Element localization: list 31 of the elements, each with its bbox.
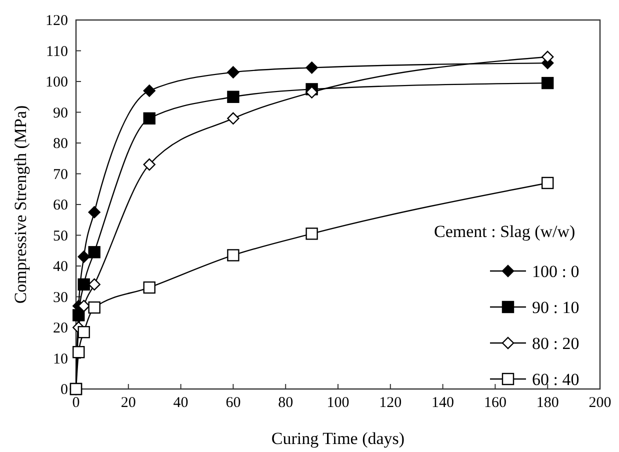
x-tick-label: 120 xyxy=(379,395,402,411)
legend-label: 80 : 20 xyxy=(532,334,580,353)
y-tick-label: 0 xyxy=(60,382,68,398)
x-tick-label: 20 xyxy=(120,395,136,411)
x-axis-title: Curing Time (days) xyxy=(271,429,405,448)
legend-title: Cement : Slag (w/w) xyxy=(434,222,576,241)
x-tick-label: 140 xyxy=(432,395,454,411)
x-tick-label: 0 xyxy=(72,395,80,411)
y-tick-label: 60 xyxy=(53,198,68,214)
x-tick-label: 160 xyxy=(484,395,506,411)
x-tick-label: 100 xyxy=(326,395,350,411)
y-tick-label: 20 xyxy=(53,320,68,336)
legend-label: 90 : 10 xyxy=(532,298,580,317)
y-axis-title: Compressive Strength (MPa) xyxy=(11,105,30,304)
y-tick-label: 40 xyxy=(53,259,68,275)
y-tick-label: 70 xyxy=(53,166,68,183)
y-tick-label: 100 xyxy=(46,74,68,90)
y-tick-label: 120 xyxy=(46,13,68,29)
legend-label: 100 : 0 xyxy=(532,262,580,281)
y-tick-label: 10 xyxy=(53,351,68,368)
y-tick-label: 110 xyxy=(46,44,68,60)
y-tick-label: 50 xyxy=(53,228,68,244)
x-tick-label: 200 xyxy=(588,395,612,411)
x-tick-label: 60 xyxy=(226,395,241,411)
y-tick-label: 90 xyxy=(53,105,68,122)
x-tick-label: 80 xyxy=(278,395,294,411)
y-tick-label: 30 xyxy=(53,290,68,306)
x-tick-label: 40 xyxy=(173,395,188,411)
x-tick-label: 180 xyxy=(536,395,559,411)
y-tick-label: 80 xyxy=(53,136,68,152)
legend-label: 60 : 40 xyxy=(532,370,580,389)
